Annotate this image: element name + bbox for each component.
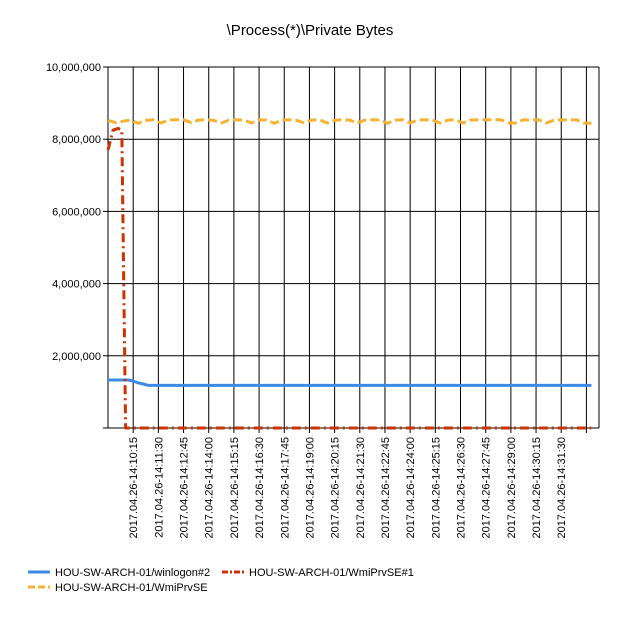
- x-tick-label: 2017.04.26-14:24:00: [405, 437, 417, 539]
- x-tick-label: 2017.04.26-14:29:00: [506, 437, 518, 539]
- y-axis-ticks: 2,000,000 4,000,000 6,000,000 8,000,000 10,0…: [46, 62, 108, 429]
- x-tick-label: 2017.04.26-14:14:00: [204, 437, 216, 539]
- series-line-2: [107, 118, 592, 125]
- series-line-0: [108, 378, 592, 387]
- chart-title: \Process(*)\Private Bytes: [227, 22, 394, 39]
- x-tick-label: 2017.04.26-14:27:45: [481, 437, 493, 539]
- legend-label: HOU-SW-ARCH-01/winlogon#2: [55, 567, 210, 579]
- x-tick-label: 2017.04.26-14:25:15: [430, 437, 442, 539]
- x-tick-label: 2017.04.26-14:12:45: [179, 437, 191, 539]
- x-tick-label: 2017.04.26-14:21:30: [355, 437, 367, 539]
- x-tick-label: 2017.04.26-14:10:15: [128, 437, 140, 539]
- x-tick-label: 2017.04.26-14:31:30: [556, 437, 568, 539]
- x-tick-label: 2017.04.26-14:30:15: [531, 437, 543, 539]
- x-tick-label: 2017.04.26-14:26:30: [456, 437, 468, 539]
- series-group: [106, 118, 592, 430]
- x-tick-label: 2017.04.26-14:17:45: [279, 437, 291, 539]
- y-tick-label: 6,000,000: [52, 206, 101, 218]
- y-tick-label: 8,000,000: [52, 134, 101, 146]
- legend: HOU-SW-ARCH-01/winlogon#2 HOU-SW-ARCH-01/…: [28, 567, 414, 594]
- x-tick-label: 2017.04.26-14:19:00: [304, 437, 316, 539]
- y-tick-label: 10,000,000: [46, 62, 101, 74]
- series-line-1: [106, 126, 592, 430]
- axes: [107, 66, 600, 429]
- x-axis-ticks: 2017.04.26-14:10:15 2017.04.26-14:11:30 20…: [128, 428, 587, 539]
- legend-label: HOU-SW-ARCH-01/WmiPrvSE: [55, 582, 208, 594]
- x-tick-label: 2017.04.26-14:11:30: [153, 437, 165, 538]
- x-tick-label: 2017.04.26-14:15:15: [229, 437, 241, 539]
- x-tick-label: 2017.04.26-14:20:15: [330, 437, 342, 539]
- y-tick-label: 2,000,000: [52, 351, 101, 363]
- y-tick-label: 4,000,000: [52, 279, 101, 291]
- legend-label: HOU-SW-ARCH-01/WmiPrvSE#1: [249, 567, 414, 579]
- x-tick-label: 2017.04.26-14:16:30: [254, 437, 266, 539]
- x-tick-label: 2017.04.26-14:22:45: [380, 437, 392, 539]
